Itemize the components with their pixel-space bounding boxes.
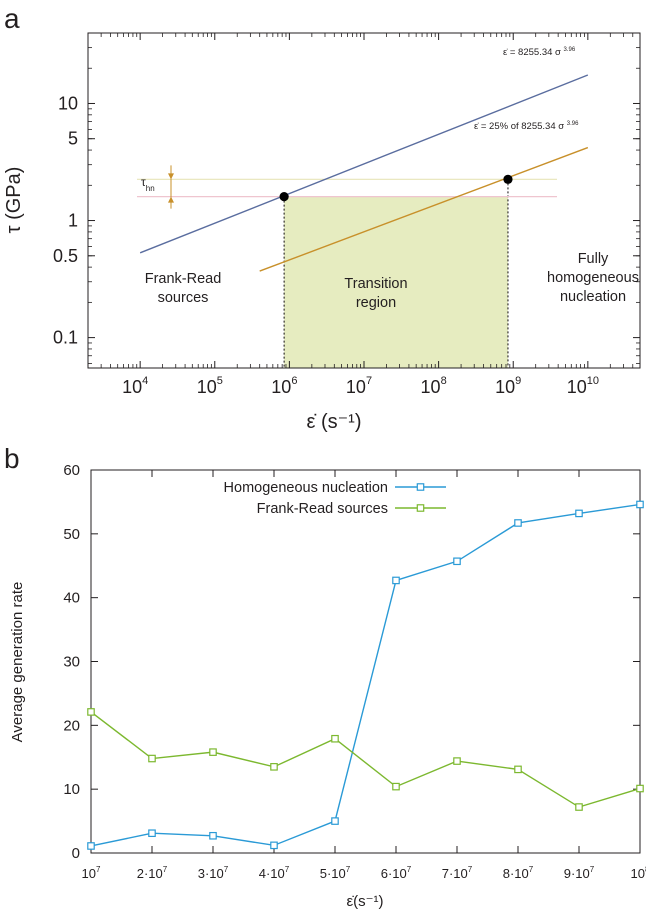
series-1-marker (270, 841, 278, 850)
a-xtick-label: 107 (346, 375, 372, 397)
region-annotation-1-line-2: sources (158, 290, 209, 306)
series-1-marker (331, 817, 339, 825)
b-ytick-label: 0 (72, 845, 80, 862)
stress-line-1 (139, 74, 589, 254)
a-xtick-label: 1010 (567, 375, 599, 397)
panel-a-annotations: Frank-Read sources Transition region Fully ho… (3, 167, 639, 433)
panel-b-axis-labels: ε̇(s⁻¹) Average generation rate (9, 582, 384, 910)
b-ytick-label: 50 (63, 526, 80, 543)
b-xtick-label: 9·107 (564, 865, 595, 881)
region-annotation-3-line-1: Fully (578, 251, 609, 267)
series-2-marker (575, 803, 583, 811)
series-line-2 (90, 711, 641, 808)
b-x-axis-label: ε̇(s⁻¹) (346, 893, 383, 910)
b-ytick-label: 40 (63, 590, 80, 607)
b-xtick-label: 3·107 (198, 865, 229, 881)
series-1-marker (392, 576, 400, 585)
panel-b-series-layer (87, 500, 644, 850)
panel-b-legend: Homogeneous nucleation Frank-Read sources (224, 480, 446, 517)
a-ytick-label: 0.5 (53, 246, 78, 266)
transition-region-fill (284, 196, 508, 368)
panel-a-chart: τhn ε̇ = 8255.34 σ 3.96 ε̇ = 25% of 8255.… (3, 32, 641, 433)
series-1-marker (636, 500, 644, 509)
a-x-axis-label: ε̇ (s⁻¹) (306, 411, 361, 433)
transition-point-1 (279, 192, 289, 202)
series-2-marker (331, 734, 339, 743)
series-1-marker (575, 509, 583, 518)
b-xtick-label: 5·107 (320, 865, 351, 881)
series-2-marker (148, 754, 156, 763)
threshold-lines-layer: τhn (137, 165, 557, 209)
a-ytick-label: 1 (68, 211, 78, 231)
a-y-axis-label: τ (GPa) (3, 167, 25, 234)
transition-points-layer (279, 174, 513, 202)
region-annotation-2-line-2: region (356, 295, 396, 311)
b-xtick-label: 107 (82, 865, 101, 881)
legend-marker-1 (416, 483, 425, 491)
series-1-marker (209, 831, 217, 840)
region-annotation-3-line-3: nucleation (560, 289, 626, 305)
series-2-marker (453, 757, 461, 765)
series-2-marker (209, 748, 217, 756)
equation-label-1: ε̇ = 8255.34 σ 3.96 (503, 47, 576, 58)
series-1-marker (453, 557, 461, 566)
transition-region-layer (283, 179, 509, 368)
a-ytick-label: 10 (58, 93, 78, 113)
b-ytick-label: 60 (63, 462, 80, 479)
a-ytick-label: 0.1 (53, 328, 78, 348)
a-xtick-label: 106 (271, 375, 297, 397)
tau-hn-label: τhn (141, 175, 155, 193)
b-xtick-label: 8·107 (503, 865, 534, 881)
panel-b-plot-frame (90, 469, 641, 854)
a-xtick-label: 105 (197, 375, 223, 397)
equation-label-2: ε̇ = 25% of 8255.34 σ 3.96 (474, 121, 579, 132)
region-annotation-3-line-2: homogeneous (547, 270, 639, 286)
b-ytick-label: 30 (63, 654, 80, 671)
series-2-marker (514, 765, 522, 774)
legend-label-1: Homogeneous nucleation (224, 480, 388, 496)
b-xtick-label: 7·107 (442, 865, 473, 881)
series-2-marker (87, 708, 95, 716)
panel-a-label: a (4, 3, 20, 34)
series-1-marker (87, 842, 95, 850)
b-ytick-label: 10 (63, 781, 80, 798)
b-ytick-label: 20 (63, 717, 80, 734)
region-annotation-1-line-1: Frank-Read (145, 271, 222, 287)
panel-b-label: b (4, 443, 20, 474)
tau-hn-arrow-down (168, 173, 174, 180)
tau-hn-arrow-up (168, 196, 174, 203)
b-xtick-label: 6·107 (381, 865, 412, 881)
series-2-marker (636, 784, 644, 793)
b-xtick-label: 2·107 (137, 865, 168, 881)
series-2-marker (270, 763, 278, 771)
a-xtick-label: 108 (421, 375, 447, 397)
series-1-marker (148, 829, 156, 838)
series-line-1 (90, 503, 641, 847)
series-2-marker (392, 782, 400, 791)
transition-point-2 (503, 174, 513, 184)
b-xtick-label: 4·107 (259, 865, 290, 881)
stress-lines-layer: ε̇ = 8255.34 σ 3.96 ε̇ = 25% of 8255.34 σ… (139, 47, 589, 272)
legend-marker-2 (416, 504, 425, 512)
a-xtick-label: 104 (122, 375, 148, 397)
a-ytick-label: 5 (68, 129, 78, 149)
panel-b-ticks: 107 2·107 3·107 4·107 5·107 6·107 7·107 8·107 9·… (63, 462, 646, 881)
stress-line-2 (259, 146, 589, 272)
region-annotation-2-line-1: Transition (344, 276, 407, 292)
b-xtick-label: 108 (631, 865, 646, 881)
b-y-axis-label: Average generation rate (9, 582, 26, 743)
panel-a-ticks: 104 105 106 107 108 109 1010 0.1 0.5 1 5 10 (53, 32, 641, 397)
panel-b-chart: 107 2·107 3·107 4·107 5·107 6·107 7·107 8·107 9·… (9, 462, 646, 910)
legend-label-2: Frank-Read sources (257, 501, 388, 517)
series-1-marker (514, 519, 522, 527)
a-xtick-label: 109 (495, 375, 521, 397)
